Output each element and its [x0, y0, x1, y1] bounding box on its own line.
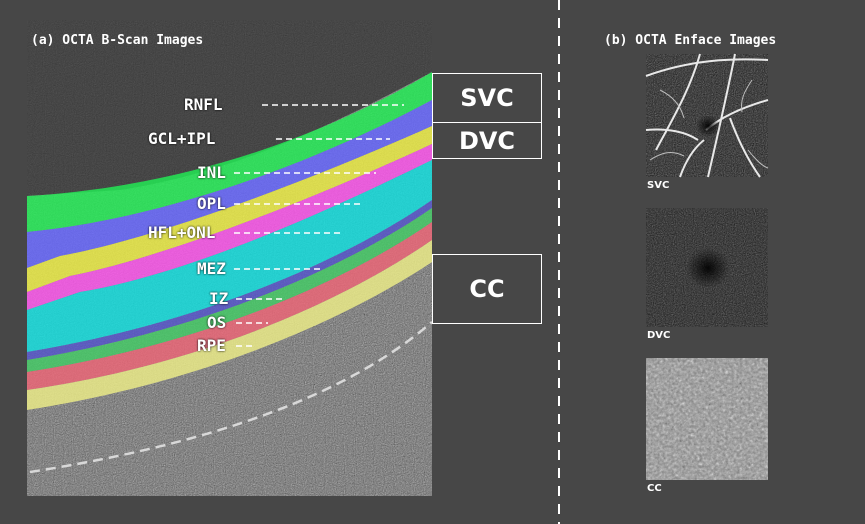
enface-svc-caption: SVC	[647, 180, 670, 191]
bscan-panel-title: (a) OCTA B-Scan Images	[31, 33, 204, 48]
band-rnfl	[27, 72, 432, 232]
band-gcl-ipl	[27, 100, 432, 268]
band-hfl-onl	[27, 160, 432, 352]
layer-label-rpe: RPE	[197, 336, 226, 355]
band-os	[27, 222, 432, 390]
layer-bands	[27, 72, 432, 410]
enface-cc-image	[646, 358, 768, 480]
layer-label-gcl-ipl: GCL+IPL	[148, 129, 216, 148]
band-iz	[27, 208, 432, 372]
layer-label-mez: MEZ	[197, 259, 226, 278]
layer-label-rnfl: RNFL	[184, 95, 223, 114]
enface-svc-image	[645, 53, 769, 178]
cc-box: CC	[432, 254, 542, 324]
layer-label-os: OS	[207, 313, 227, 332]
band-opl	[27, 144, 432, 310]
svc-box: SVC	[432, 73, 542, 123]
layer-label-hfl-onl: HFL+ONL	[148, 223, 216, 242]
layer-label-inl: INL	[197, 163, 226, 182]
band-inl	[27, 126, 432, 292]
band-rpe	[27, 240, 432, 410]
layer-label-opl: OPL	[197, 194, 226, 213]
leader-lines	[234, 104, 404, 347]
enface-cc-caption: CC	[647, 483, 662, 494]
layer-label-iz: IZ	[209, 289, 229, 308]
enface-dvc-caption: DVC	[647, 330, 671, 341]
enface-panel-title: (b) OCTA Enface Images	[604, 33, 777, 48]
enface-dvc-image	[646, 208, 768, 327]
bscan-image	[27, 20, 432, 496]
dvc-box: DVC	[432, 122, 542, 159]
